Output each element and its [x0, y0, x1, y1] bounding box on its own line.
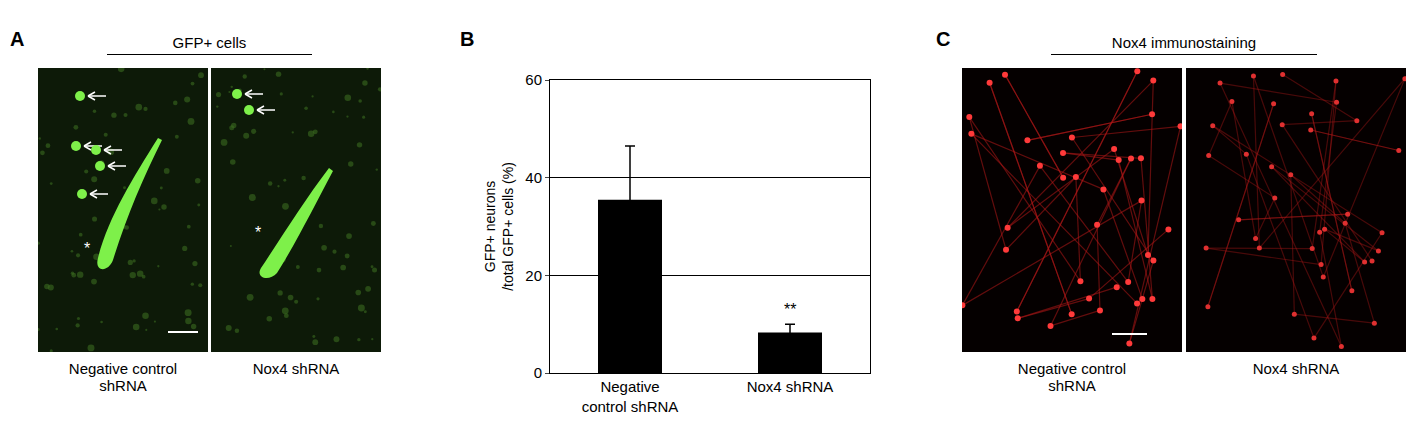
- svg-text:Negativecontrol shRNA: Negativecontrol shRNA: [582, 378, 679, 415]
- svg-text:60: 60: [525, 71, 542, 88]
- svg-text:GFP+ neurons/total GFP+ cells: GFP+ neurons/total GFP+ cells (%): [482, 162, 516, 291]
- svg-text:40: 40: [525, 169, 542, 186]
- svg-text:**: **: [784, 301, 796, 318]
- svg-text:*: *: [84, 240, 90, 257]
- html-text:Nox4 immunostaining: Nox4 immunostaining: [1111, 34, 1257, 51]
- html-text:B: B: [460, 28, 475, 50]
- svg-text:20: 20: [525, 267, 542, 284]
- svg-text:*: *: [255, 224, 261, 241]
- html-text:C: C: [936, 28, 951, 50]
- html-text:Nox4 shRNA: Nox4 shRNA: [252, 360, 340, 377]
- html-text:Nox4 shRNA: Nox4 shRNA: [1252, 360, 1340, 377]
- html-text:Negative control shRNA: Negative control shRNA: [1017, 360, 1127, 394]
- svg-text:Nox4 shRNA: Nox4 shRNA: [747, 378, 834, 395]
- html-text:A: A: [10, 28, 25, 50]
- html-text:Negative control shRNA: Negative control shRNA: [68, 360, 178, 394]
- html-text:GFP+ cells: GFP+ cells: [172, 34, 247, 51]
- svg-text:0: 0: [534, 364, 542, 381]
